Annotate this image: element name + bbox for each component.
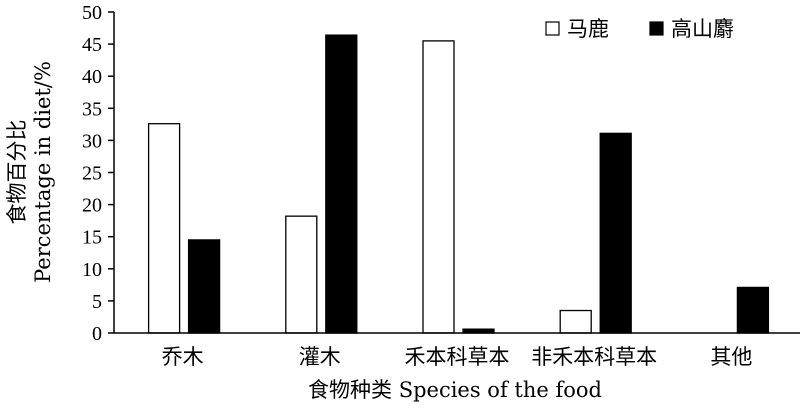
y-tick-label: 0	[92, 323, 102, 345]
y-axis-title-cn: 食物百分比	[5, 120, 29, 225]
y-tick-label: 15	[82, 227, 102, 249]
x-category-label: 其他	[710, 345, 752, 369]
y-tick-label: 10	[82, 259, 102, 281]
y-tick-label: 40	[82, 66, 102, 88]
bar-series-0-cat-2	[422, 40, 455, 334]
y-tick-label: 5	[92, 291, 102, 313]
legend: 马鹿 高山麝	[545, 17, 734, 41]
y-axis-ticks: 0 5 10 15 20 25 30 35 40 45 50	[82, 2, 114, 345]
x-category-label: 灌木	[299, 345, 341, 369]
y-tick-label: 30	[82, 130, 102, 152]
bars-layer	[147, 34, 770, 334]
legend-label-series-0: 马鹿	[567, 17, 609, 41]
x-axis-category-labels: 乔木 灌木 禾本科草本 非禾本科草本 其他	[162, 345, 753, 369]
y-tick-label: 20	[82, 195, 102, 217]
y-tick-label: 50	[82, 2, 102, 24]
legend-swatch-series-1	[649, 21, 664, 36]
bar-series-1-cat-1	[325, 34, 358, 334]
bar-series-1-cat-4	[736, 286, 770, 334]
y-tick-label: 35	[82, 98, 102, 120]
x-axis-title: 食物种类 Species of the food	[308, 378, 602, 402]
legend-label-series-1: 高山麝	[671, 17, 734, 41]
bar-series-1-cat-3	[599, 132, 632, 334]
x-category-label: 禾本科草本	[405, 345, 510, 369]
y-tick-label: 45	[82, 34, 102, 56]
y-axis-title-en: Percentage in diet/%	[31, 61, 55, 283]
y-axis-title-cn-group: 食物百分比	[5, 120, 29, 225]
bar-series-0-cat-3	[559, 309, 592, 334]
y-axis-title-en-group: Percentage in diet/%	[31, 61, 55, 283]
bar-series-1-cat-0	[187, 239, 221, 334]
y-tick-label: 25	[82, 163, 102, 185]
x-category-label: 乔木	[162, 345, 204, 369]
bar-series-0-cat-0	[147, 123, 181, 334]
x-category-label: 非禾本科草本	[531, 345, 657, 369]
bar-series-0-cat-1	[285, 215, 318, 334]
legend-swatch-series-0	[545, 21, 560, 36]
